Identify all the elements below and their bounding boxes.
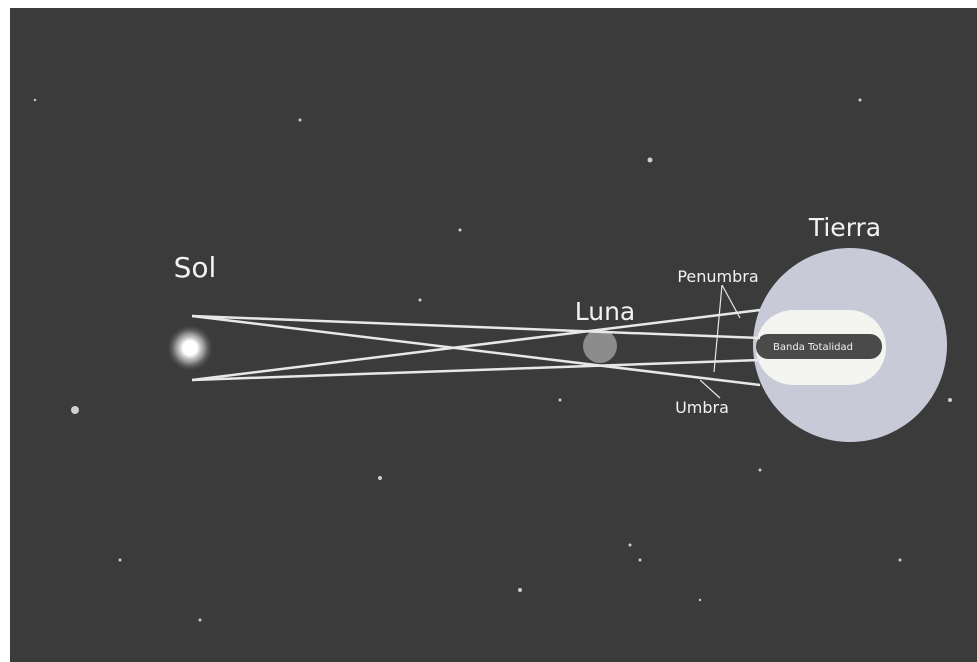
sun-label: Sol	[174, 251, 217, 284]
umbra-label: Umbra	[675, 398, 729, 417]
band-label: Banda Totalidad	[773, 342, 853, 353]
penumbra-label: Penumbra	[677, 267, 758, 286]
moon-label: Luna	[575, 297, 636, 326]
eclipse-diagram: Banda Totalidad Sol Luna Tierra Penumbra…	[0, 0, 977, 662]
moon	[583, 329, 617, 363]
earth-label: Tierra	[808, 213, 881, 242]
sun	[166, 324, 214, 372]
